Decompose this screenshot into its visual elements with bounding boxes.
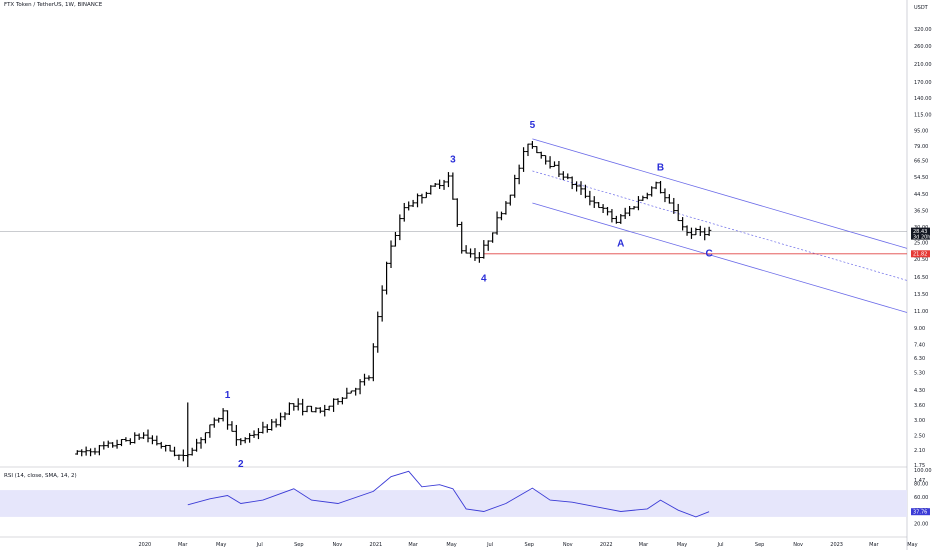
wave-labels: 1 2 3 4 5 A B C xyxy=(225,120,713,470)
price-tick-label: 66.50 xyxy=(914,158,928,164)
price-tick-label: 9.00 xyxy=(914,326,925,332)
time-axis: 2020 Mar May Jul Sep Nov 2021 Mar May Jul Sep Nov 20… xyxy=(138,542,917,548)
rsi-tick-label: 20.00 xyxy=(914,522,928,528)
wave-label-B: B xyxy=(657,162,664,173)
chart-title: FTX Token / TetherUS, 1W, BINANCE xyxy=(4,2,103,8)
time-tick-label: 2020 xyxy=(138,542,151,548)
price-tick-label: 36.50 xyxy=(914,209,928,215)
rsi-value-tag-text: 37.76 xyxy=(913,509,927,515)
time-tick-label: 2022 xyxy=(600,542,613,548)
price-tick-label: 16.50 xyxy=(914,275,928,281)
wave-label-2: 2 xyxy=(238,459,244,470)
channel-lower xyxy=(532,202,908,313)
time-tick-label: May xyxy=(446,542,456,548)
time-tick-label: Sep xyxy=(755,542,764,548)
wave-label-1: 1 xyxy=(225,390,231,401)
time-tick-label: Nov xyxy=(332,542,342,548)
price-tick-label: 4.30 xyxy=(914,388,925,394)
rsi-title: RSI (14, close, SMA, 14, 2) xyxy=(4,473,77,479)
wave-label-A: A xyxy=(617,238,624,249)
channel-upper xyxy=(532,138,908,249)
price-tick-label: 2.50 xyxy=(914,433,925,439)
time-tick-label: May xyxy=(907,542,917,548)
channel-median xyxy=(532,170,908,281)
price-tick-label: 1.75 xyxy=(914,463,925,469)
price-tick-label: 25.00 xyxy=(914,240,928,246)
time-tick-label: 2023 xyxy=(830,542,843,548)
wave-label-3: 3 xyxy=(450,154,456,165)
last-price-tag-bg xyxy=(911,227,930,240)
time-tick-label: 2021 xyxy=(369,542,382,548)
last-price-tag-text: 3d 20h xyxy=(913,234,930,240)
support-tag-text: 21.82 xyxy=(913,251,927,257)
rsi-line xyxy=(187,470,710,518)
price-tick-label: 7.40 xyxy=(914,342,925,348)
price-tick-label: 20.50 xyxy=(914,257,928,263)
price-tick-label: 320.00 xyxy=(914,27,932,33)
time-tick-label: Mar xyxy=(408,542,418,548)
time-tick-label: Sep xyxy=(525,542,534,548)
time-tick-label: May xyxy=(216,542,226,548)
price-tick-label: 6.30 xyxy=(914,356,925,362)
price-tick-label: 13.50 xyxy=(914,292,928,298)
price-tick-label: 11.00 xyxy=(914,309,928,315)
time-tick-label: Nov xyxy=(793,542,803,548)
wave-label-C: C xyxy=(706,248,713,259)
ohlc-bars xyxy=(75,141,712,467)
support-tag-bg xyxy=(911,250,930,258)
axis-lines xyxy=(0,0,908,550)
price-tick-label: 2.10 xyxy=(914,448,925,454)
price-tick-label: 54.50 xyxy=(914,175,928,181)
price-tick-label: 44.50 xyxy=(914,192,928,198)
price-tick-label: 3.00 xyxy=(914,418,925,424)
rsi-band xyxy=(0,490,907,517)
price-tick-label: 95.00 xyxy=(914,129,928,135)
price-tick-label: 5.30 xyxy=(914,370,925,376)
price-tick-label: 3.60 xyxy=(914,403,925,409)
time-tick-label: Mar xyxy=(869,542,879,548)
price-tick-label: 140.00 xyxy=(914,96,932,102)
time-tick-label: Mar xyxy=(178,542,188,548)
time-tick-label: Jul xyxy=(486,542,493,548)
price-tick-label: 115.00 xyxy=(914,113,932,119)
last-price-tag-text: 28.43 xyxy=(913,229,927,235)
price-tick-label: 79.00 xyxy=(914,144,928,150)
time-tick-label: Mar xyxy=(639,542,649,548)
time-tick-label: Nov xyxy=(563,542,573,548)
price-axis: USDT 320.00 260.00 210.00 170.00 140.00 115.00… xyxy=(914,5,932,484)
time-tick-label: Jul xyxy=(256,542,263,548)
price-tick-label: 1.47 xyxy=(914,478,925,484)
wave-label-4: 4 xyxy=(481,274,487,285)
price-axis-unit: USDT xyxy=(914,5,929,11)
rsi-tick-label: 60.00 xyxy=(914,495,928,501)
time-tick-label: Sep xyxy=(294,542,303,548)
trend-channel xyxy=(532,138,908,313)
rsi-tick-label: 80.00 xyxy=(914,481,928,487)
price-tick-label: 210.00 xyxy=(914,62,932,68)
price-tick-label: 170.00 xyxy=(914,80,932,86)
time-tick-label: May xyxy=(677,542,687,548)
rsi-tick-label: 100.00 xyxy=(914,468,932,474)
rsi-series-line xyxy=(187,470,710,518)
rsi-value-tag-bg xyxy=(911,508,930,516)
wave-label-5: 5 xyxy=(530,120,536,131)
rsi-band-fill xyxy=(0,490,907,517)
price-tick-label: 260.00 xyxy=(914,44,932,50)
time-tick-label: Jul xyxy=(716,542,723,548)
